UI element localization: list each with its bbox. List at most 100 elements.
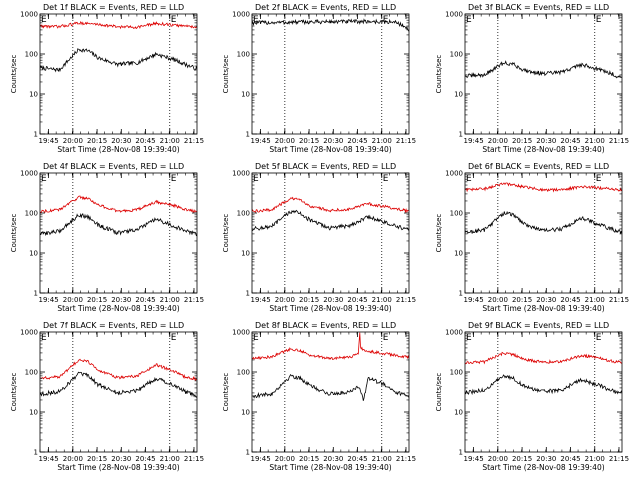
x-tick-label: 21:15 <box>396 137 416 145</box>
x-axis-label: Start Time (28-Nov-08 19:39:40) <box>269 304 391 313</box>
x-tick-label: 21:15 <box>609 296 629 304</box>
y-tick-label: 1 <box>34 449 38 457</box>
y-tick-label: 1 <box>246 449 250 457</box>
x-tick-label: 20:45 <box>560 137 580 145</box>
x-tick-label: 21:15 <box>609 137 629 145</box>
annotation-label: E <box>253 174 259 184</box>
x-tick-label: 21:00 <box>160 455 180 463</box>
x-tick-label: 20:00 <box>63 455 83 463</box>
x-tick-label: 21:15 <box>184 455 204 463</box>
x-tick-label: 20:15 <box>87 137 107 145</box>
plot-frame <box>251 331 410 453</box>
y-tick-label: 10 <box>29 250 38 258</box>
plot-frame <box>464 172 623 294</box>
y-tick-label: 10 <box>454 409 463 417</box>
annotation-label: E <box>41 333 47 343</box>
chart-panel: Det 7f BLACK = Events, RED = LLD 1 10 100 10… <box>10 321 204 472</box>
events-series-line <box>252 18 409 32</box>
lld-series-line <box>40 358 197 382</box>
y-tick-label: 10 <box>454 250 463 258</box>
x-tick-label: 21:00 <box>372 455 392 463</box>
y-tick-label: 1 <box>34 131 38 139</box>
chart-panel: Det 2f BLACK = Events, RED = LLD 1 10 100 10… <box>222 3 416 154</box>
x-tick-label: 20:45 <box>135 296 155 304</box>
events-series-line <box>40 371 197 398</box>
y-axis-label: Counts/sec <box>222 373 230 412</box>
events-series-line <box>40 212 197 237</box>
y-tick-label: 10 <box>241 91 250 99</box>
x-tick-label: 20:00 <box>275 137 295 145</box>
lld-series-line <box>252 196 409 214</box>
chart-title: Det 1f BLACK = Events, RED = LLD <box>43 3 184 12</box>
x-axis-label: Start Time (28-Nov-08 19:39:40) <box>57 145 179 154</box>
x-tick-label: 20:15 <box>299 296 319 304</box>
x-tick-label: 19:45 <box>251 137 271 145</box>
y-tick-label: 1 <box>459 131 463 139</box>
y-tick-label: 100 <box>237 210 250 218</box>
events-series-line <box>465 210 622 235</box>
x-tick-label: 20:30 <box>536 296 556 304</box>
x-axis-label: Start Time (28-Nov-08 19:39:40) <box>482 463 604 472</box>
x-tick-label: 21:15 <box>396 296 416 304</box>
x-tick-label: 20:00 <box>488 137 508 145</box>
chart-title: Det 2f BLACK = Events, RED = LLD <box>255 3 396 12</box>
x-tick-label: 19:45 <box>464 455 484 463</box>
plot-frame <box>251 13 410 135</box>
x-tick-label: 21:00 <box>372 296 392 304</box>
x-tick-label: 20:15 <box>299 455 319 463</box>
plot-frame <box>39 331 198 453</box>
x-tick-label: 21:00 <box>160 296 180 304</box>
y-tick-label: 1000 <box>20 170 38 178</box>
annotation-label: E <box>596 333 602 343</box>
chart-title: Det 9f BLACK = Events, RED = LLD <box>468 321 609 330</box>
y-tick-label: 10 <box>241 409 250 417</box>
x-tick-label: 20:00 <box>63 296 83 304</box>
chart-title: Det 5f BLACK = Events, RED = LLD <box>255 162 396 171</box>
y-tick-label: 10 <box>29 91 38 99</box>
x-tick-label: 20:15 <box>87 455 107 463</box>
x-tick-label: 20:15 <box>512 296 532 304</box>
x-tick-label: 20:15 <box>87 296 107 304</box>
plot-frame <box>464 331 623 453</box>
plot-frame <box>39 172 198 294</box>
x-tick-label: 20:45 <box>560 296 580 304</box>
x-axis-label: Start Time (28-Nov-08 19:39:40) <box>482 304 604 313</box>
annotation-label: E <box>171 333 177 343</box>
chart-title: Det 3f BLACK = Events, RED = LLD <box>468 3 609 12</box>
y-tick-label: 1000 <box>232 329 250 337</box>
y-tick-label: 1 <box>459 449 463 457</box>
lld-series-line <box>40 195 197 213</box>
x-tick-label: 21:15 <box>184 137 204 145</box>
chart-title: Det 6f BLACK = Events, RED = LLD <box>468 162 609 171</box>
annotation-label: E <box>171 15 177 25</box>
x-tick-label: 20:00 <box>275 455 295 463</box>
x-tick-label: 21:15 <box>396 455 416 463</box>
y-tick-label: 100 <box>237 369 250 377</box>
annotation-label: E <box>41 174 47 184</box>
annotation-label: E <box>253 333 259 343</box>
events-series-line <box>465 374 622 396</box>
x-tick-label: 21:00 <box>372 137 392 145</box>
x-tick-label: 20:15 <box>512 137 532 145</box>
annotation-label: E <box>596 15 602 25</box>
chart-panel: Det 4f BLACK = Events, RED = LLD 1 10 100 10… <box>10 162 204 313</box>
annotation-label: E <box>253 15 259 25</box>
x-tick-label: 20:45 <box>135 455 155 463</box>
annotation-label: E <box>171 174 177 184</box>
x-tick-label: 20:30 <box>111 455 131 463</box>
annotation-label: E <box>596 174 602 184</box>
x-tick-label: 21:00 <box>585 137 605 145</box>
chart-panel: Det 8f BLACK = Events, RED = LLD 1 10 100 10… <box>222 321 416 472</box>
x-tick-label: 19:45 <box>251 296 271 304</box>
x-tick-label: 20:00 <box>488 296 508 304</box>
annotation-label: E <box>383 15 389 25</box>
y-axis-label: Counts/sec <box>222 55 230 94</box>
y-tick-label: 1000 <box>445 329 463 337</box>
chart-title: Det 8f BLACK = Events, RED = LLD <box>255 321 396 330</box>
y-axis-label: Counts/sec <box>435 214 443 253</box>
x-tick-label: 20:00 <box>275 296 295 304</box>
events-series-line <box>252 209 409 232</box>
x-tick-label: 19:45 <box>464 296 484 304</box>
y-tick-label: 1 <box>246 131 250 139</box>
y-tick-label: 1 <box>34 290 38 298</box>
